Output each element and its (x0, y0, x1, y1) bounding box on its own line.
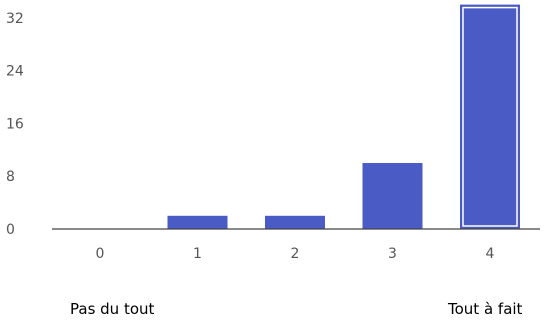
x-tick-label: 0 (96, 246, 105, 262)
bar-highlight-border (462, 6, 518, 227)
x-tick-label: 2 (291, 246, 300, 262)
x-tick-label: 1 (193, 246, 202, 262)
bars (167, 4, 520, 229)
bar-4 (460, 4, 520, 229)
y-tick-label: 8 (6, 169, 15, 185)
y-tick-label: 16 (6, 116, 24, 132)
y-tick-label: 32 (6, 11, 24, 27)
bar-1 (167, 215, 228, 229)
bar-3 (362, 163, 423, 229)
x-tick-labels: 0 1 2 3 4 (96, 246, 495, 262)
y-tick-labels: 0 8 16 24 32 (6, 11, 24, 238)
bar-2 (265, 215, 325, 229)
y-tick-label: 0 (6, 222, 15, 238)
scale-label-right: Tout à fait (448, 300, 523, 318)
y-tick-label: 24 (6, 64, 24, 80)
x-tick-label: 4 (486, 246, 495, 262)
x-tick-label: 3 (388, 246, 397, 262)
scale-label-left: Pas du tout (70, 300, 155, 318)
